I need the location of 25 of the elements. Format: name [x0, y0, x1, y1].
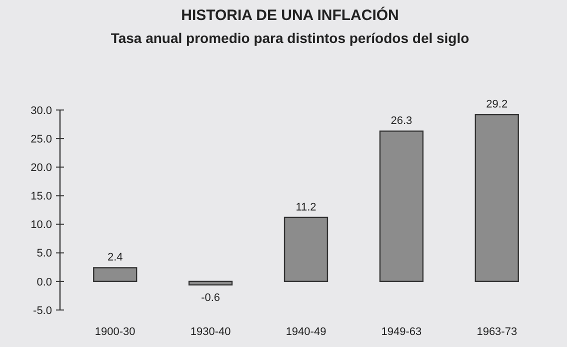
y-tick-label: 20.0 — [30, 162, 52, 174]
y-tick-label: 5.0 — [36, 248, 52, 260]
data-label: -0.6 — [201, 292, 220, 304]
bar — [474, 114, 519, 282]
data-label: 11.2 — [296, 201, 316, 214]
bar — [284, 216, 328, 282]
data-label: 2.4 — [107, 252, 123, 264]
bar — [188, 280, 233, 286]
y-tick-label: 15.0 — [30, 190, 52, 203]
x-tick-label: 1930-40 — [190, 326, 231, 338]
bar — [93, 267, 138, 282]
y-tick-label: 10.0 — [30, 219, 52, 232]
y-tick-label: -5.0 — [33, 304, 52, 317]
y-tick-label: 30.0 — [30, 104, 52, 117]
y-tick-label: 25.0 — [30, 133, 52, 146]
bar — [379, 130, 424, 282]
x-tick-label: 1900-30 — [94, 326, 136, 338]
x-tick-label: 1963-73 — [476, 326, 518, 338]
chart-subtitle: Tasa anual promedio para distintos períodos del siglo — [110, 30, 470, 46]
data-label: 26.3 — [390, 115, 412, 128]
chart-title: HISTORIA DE UNA INFLACIÓN — [181, 6, 399, 24]
x-tick-label: 1949-63 — [381, 326, 422, 338]
data-label: 29.2 — [486, 98, 508, 111]
x-tick-label: 1940-49 — [286, 326, 326, 338]
y-tick-label: 0.0 — [36, 276, 52, 288]
